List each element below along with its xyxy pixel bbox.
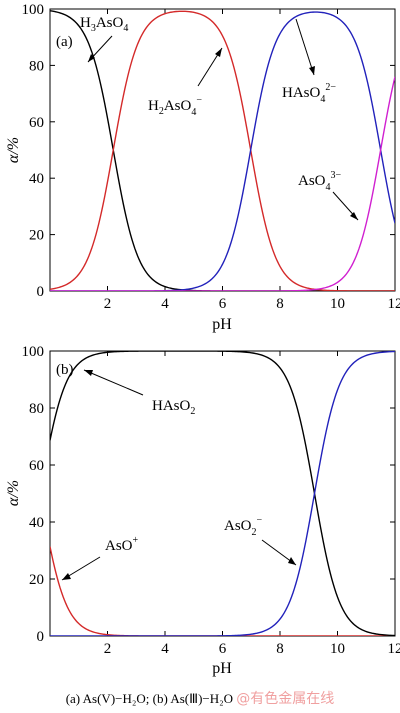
- annotation-aso2: AsO2−: [224, 515, 297, 566]
- svg-text:AsO43−: AsO43−: [298, 170, 342, 193]
- arrowhead-haso2-icon: [84, 370, 93, 376]
- annotation-h2aso4: H2AsO4−: [148, 47, 223, 118]
- panel-a-ticks: 2 4 6 8 10 12 0 20 40 60 80 100: [22, 2, 400, 312]
- x-tick-label: 6: [219, 641, 227, 657]
- series-line-aso4-3-: [50, 76, 395, 291]
- panel-a: 2 4 6 8 10 12 0 20 40 60 80 100 (a) pH α/% H3AsO4 H…: [5, 2, 400, 333]
- series-line-h3aso4: [50, 10, 395, 291]
- arrowhead-aso-plus-icon: [62, 573, 71, 580]
- y-tick-label: 40: [29, 171, 44, 187]
- figure-caption: (a) As(V)−H₂O; (b) As(Ⅲ)−H₂O @有色金属在线: [0, 688, 400, 708]
- arrowhead-haso4-icon: [309, 66, 315, 75]
- series-line-haso4-2-: [50, 11, 395, 291]
- arrowhead-h2aso4-icon: [215, 48, 222, 57]
- caption-text: (a) As(V)−H₂O; (b) As(Ⅲ)−H₂O: [65, 691, 234, 706]
- x-tick-label: 8: [276, 641, 284, 657]
- x-tick-label: 4: [161, 296, 169, 312]
- x-tick-label: 10: [330, 641, 345, 657]
- arrow-haso2: [83, 369, 144, 396]
- svg-text:HAsO2: HAsO2: [152, 398, 195, 417]
- arrowhead-h3aso4-icon: [88, 54, 95, 62]
- annotation-haso4: HAsO42−: [282, 18, 336, 105]
- arrow-haso4: [295, 18, 315, 76]
- y-tick-label: 0: [37, 284, 45, 300]
- series-line-haso2: [50, 351, 395, 636]
- svg-text:AsO+: AsO+: [105, 535, 139, 554]
- panel-b-frame: [49, 350, 396, 637]
- x-tick-label: 10: [330, 296, 345, 312]
- series-line-h2aso4-: [50, 10, 395, 291]
- panel-b: 2 4 6 8 10 12 0 20 40 60 80 100 (b) pH α/% HAsO2 As…: [5, 344, 400, 677]
- x-tick-label: 2: [104, 641, 112, 657]
- panel-a-label: (a): [56, 34, 73, 50]
- x-tick-label: 6: [219, 296, 227, 312]
- annotation-haso2: HAsO2: [83, 369, 195, 417]
- arrowhead-aso2-icon: [288, 557, 296, 565]
- panel-a-xlabel: pH: [212, 316, 232, 333]
- series-line-aso2-: [50, 351, 395, 636]
- svg-text:H3AsO4: H3AsO4: [80, 15, 128, 34]
- x-tick-label: 2: [104, 296, 112, 312]
- watermark: @有色金属在线: [236, 691, 335, 707]
- annotation-aso-plus: AsO+: [61, 535, 139, 581]
- panel-b-xlabel: pH: [212, 660, 232, 677]
- y-tick-label: 20: [29, 228, 44, 244]
- panel-b-ticks: 2 4 6 8 10 12 0 20 40 60 80 100: [22, 344, 400, 657]
- arrowhead-aso4-icon: [350, 212, 358, 220]
- y-tick-label: 100: [22, 2, 45, 18]
- panel-a-frame: [49, 8, 396, 292]
- y-tick-label: 0: [37, 629, 45, 645]
- y-tick-label: 20: [29, 572, 44, 588]
- y-tick-label: 60: [29, 115, 44, 131]
- svg-text:AsO2−: AsO2−: [224, 515, 263, 538]
- panel-b-ylabel: α/%: [5, 480, 22, 506]
- panel-b-series: [50, 351, 395, 636]
- svg-text:H2AsO4−: H2AsO4−: [148, 95, 202, 118]
- x-tick-label: 12: [388, 296, 400, 312]
- y-tick-label: 80: [29, 58, 44, 74]
- panel-a-ylabel: α/%: [5, 137, 22, 163]
- annotation-h3aso4: H3AsO4: [80, 15, 128, 63]
- series-line-aso-: [50, 546, 395, 636]
- x-tick-label: 12: [388, 641, 400, 657]
- annotation-aso4: AsO43−: [298, 170, 359, 221]
- svg-text:HAsO42−: HAsO42−: [282, 82, 336, 105]
- panel-b-label: (b): [56, 362, 74, 378]
- y-tick-label: 80: [29, 401, 44, 417]
- y-tick-label: 60: [29, 458, 44, 474]
- x-tick-label: 4: [161, 641, 169, 657]
- x-tick-label: 8: [276, 296, 284, 312]
- panel-a-series: [50, 10, 395, 291]
- y-tick-label: 100: [22, 344, 45, 360]
- y-tick-label: 40: [29, 515, 44, 531]
